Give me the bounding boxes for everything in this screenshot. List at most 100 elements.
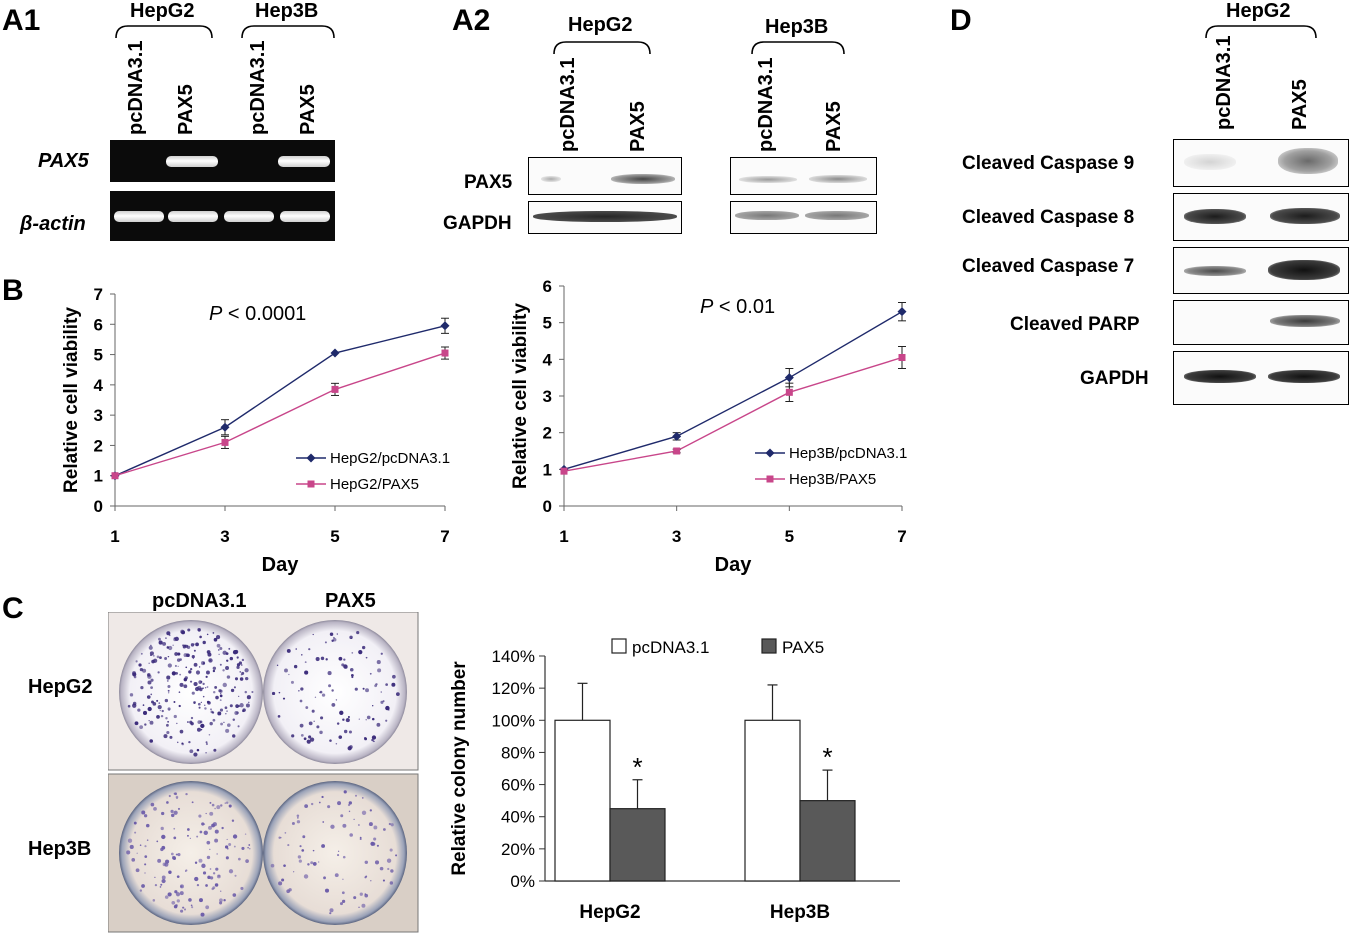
d-group-bracket bbox=[1205, 25, 1317, 39]
legend-label: Hep3B/PAX5 bbox=[789, 471, 876, 488]
colony-dots bbox=[126, 628, 400, 917]
a1-row-actin: β-actin bbox=[20, 213, 86, 235]
y-axis-label: Relative cell viability bbox=[510, 303, 531, 489]
d-row-casp8: Cleaved Caspase 8 bbox=[962, 207, 1135, 228]
blot-band bbox=[1270, 208, 1340, 224]
legend-label: HepG2/PAX5 bbox=[330, 476, 419, 493]
a2-group-brackets bbox=[553, 41, 845, 55]
bar bbox=[554, 719, 611, 882]
a1-lane-1: pcDNA3.1 bbox=[125, 40, 147, 135]
x-axis-label: Day bbox=[262, 554, 300, 576]
blot-band bbox=[1268, 260, 1340, 280]
data-point bbox=[672, 431, 682, 441]
y-tick-label: 2 bbox=[543, 424, 552, 443]
panel-label-d: D bbox=[950, 4, 972, 37]
y-tick-label: 140% bbox=[492, 647, 535, 666]
y-tick-label: 40% bbox=[501, 808, 535, 827]
x-tick-label: 5 bbox=[785, 527, 794, 546]
y-axis-label: Relative cell viability bbox=[61, 307, 82, 493]
data-point bbox=[898, 354, 906, 361]
d-row-parp: Cleaved PARP bbox=[1010, 314, 1140, 335]
panel-label-b: B bbox=[2, 274, 24, 307]
y-tick-label: 80% bbox=[501, 743, 535, 762]
blot-band bbox=[611, 174, 675, 184]
data-point bbox=[897, 307, 907, 317]
d-row-casp9: Cleaved Caspase 9 bbox=[962, 153, 1135, 174]
data-point bbox=[440, 321, 450, 331]
blot-band bbox=[805, 211, 869, 220]
a2-lane-4: PAX5 bbox=[823, 101, 845, 152]
p-value-annotation: P < 0.0001 bbox=[209, 303, 306, 325]
y-tick-label: 0 bbox=[543, 497, 552, 516]
gel-band bbox=[224, 211, 274, 222]
y-tick-label: 3 bbox=[543, 387, 552, 406]
d-blot-casp7 bbox=[1173, 247, 1349, 294]
y-tick-label: 7 bbox=[94, 285, 103, 304]
x-tick-label: HepG2 bbox=[579, 902, 640, 923]
bar bbox=[609, 808, 666, 882]
series-line bbox=[114, 352, 446, 477]
a1-group-hep3b: Hep3B bbox=[255, 0, 319, 22]
a1-row-pax5: PAX5 bbox=[38, 150, 89, 172]
blot-band bbox=[1270, 315, 1340, 327]
gel-band bbox=[166, 156, 218, 167]
bar bbox=[744, 719, 801, 882]
data-point bbox=[220, 422, 230, 432]
x-tick-label: 5 bbox=[330, 527, 339, 546]
gel-band bbox=[280, 211, 330, 222]
a2-group-hepg2: HepG2 bbox=[568, 14, 633, 36]
blot-band bbox=[739, 176, 797, 183]
gel-band bbox=[168, 211, 218, 222]
data-point bbox=[221, 438, 229, 446]
a1-lane-3: pcDNA3.1 bbox=[247, 40, 269, 135]
y-tick-label: 5 bbox=[94, 346, 103, 365]
d-row-casp7: Cleaved Caspase 7 bbox=[962, 256, 1135, 277]
colony-plate-photos bbox=[108, 612, 419, 933]
a2-blot-gapdh-hepg2 bbox=[528, 201, 682, 234]
blot-band bbox=[1184, 370, 1256, 383]
c-col-pcdna: pcDNA3.1 bbox=[152, 590, 247, 612]
series-line bbox=[563, 356, 903, 472]
dish-hepg2-pax5 bbox=[263, 620, 407, 764]
a2-row-pax5: PAX5 bbox=[464, 172, 513, 193]
y-axis-label: Relative colony number bbox=[449, 661, 470, 876]
a2-blot-pax5-hepg2 bbox=[528, 157, 682, 195]
gel-band bbox=[114, 211, 164, 222]
data-point bbox=[330, 348, 340, 358]
blot-band bbox=[533, 211, 677, 222]
data-point bbox=[673, 447, 681, 455]
x-tick-label: 1 bbox=[559, 527, 568, 546]
d-row-gapdh: GAPDH bbox=[1080, 368, 1149, 389]
y-tick-label: 2 bbox=[94, 436, 103, 455]
d-group-hepg2: HepG2 bbox=[1226, 0, 1291, 22]
x-tick-label: 1 bbox=[110, 527, 119, 546]
a2-blot-gapdh-hep3b bbox=[730, 201, 877, 234]
y-tick-label: 6 bbox=[94, 315, 103, 334]
y-tick-label: 1 bbox=[543, 460, 552, 479]
dish-hep3b-pcdna bbox=[119, 781, 263, 925]
y-tick-label: 5 bbox=[543, 314, 552, 333]
a2-blot-pax5-hep3b bbox=[730, 157, 877, 195]
blot-band bbox=[1184, 209, 1246, 224]
x-tick-label: 7 bbox=[440, 527, 449, 546]
y-tick-label: 6 bbox=[543, 277, 552, 296]
blot-band bbox=[1184, 266, 1246, 276]
a1-lane-4: PAX5 bbox=[297, 84, 319, 135]
data-point bbox=[784, 373, 794, 383]
p-value-annotation: P < 0.01 bbox=[700, 296, 775, 318]
d-lane-2: PAX5 bbox=[1289, 79, 1311, 130]
significance-star: * bbox=[632, 752, 642, 782]
data-point bbox=[441, 349, 449, 357]
y-tick-label: 3 bbox=[94, 406, 103, 425]
legend-label: pcDNA3.1 bbox=[632, 638, 709, 657]
y-tick-label: 4 bbox=[94, 376, 104, 395]
y-tick-label: 60% bbox=[501, 776, 535, 795]
panel-label-a2: A2 bbox=[452, 4, 491, 37]
legend-label: PAX5 bbox=[782, 638, 824, 657]
a2-row-gapdh: GAPDH bbox=[443, 213, 512, 234]
blot-band bbox=[735, 211, 799, 220]
c-row-hepg2: HepG2 bbox=[28, 676, 93, 698]
y-tick-label: 100% bbox=[492, 711, 535, 730]
